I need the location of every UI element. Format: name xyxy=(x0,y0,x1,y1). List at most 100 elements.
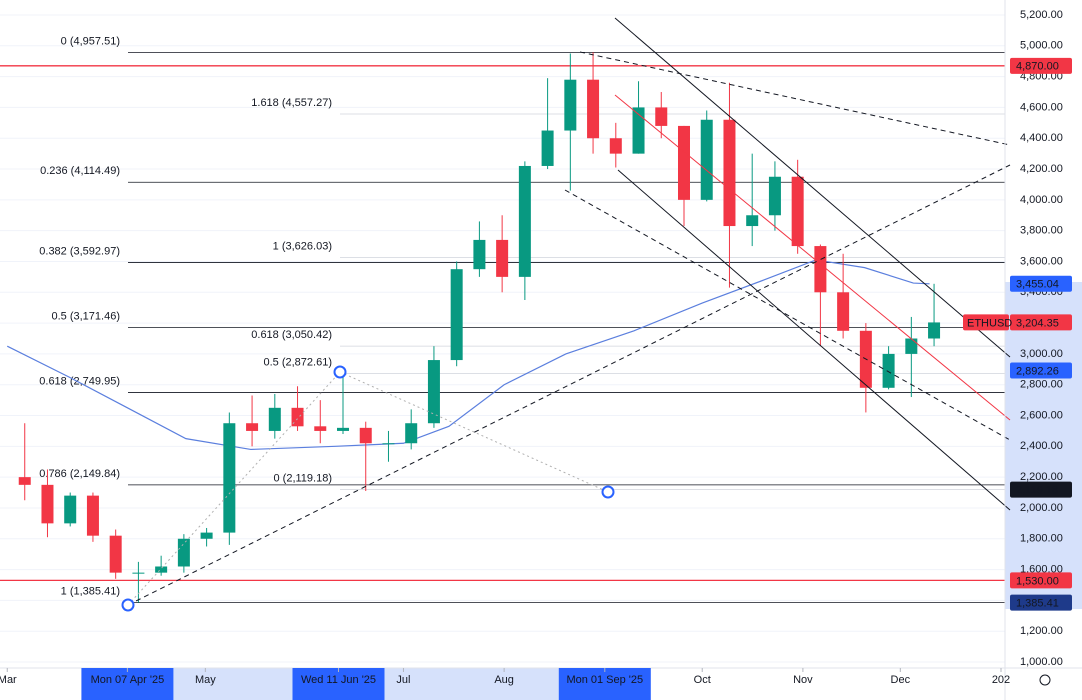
y-tick-label: 5,000.00 xyxy=(1020,40,1063,52)
y-tick-label: 4,000.00 xyxy=(1020,194,1063,206)
x-tick-label: Jul xyxy=(396,674,410,686)
candle-body xyxy=(609,138,622,154)
fib-level-label: 0.5 (3,171.46) xyxy=(52,310,121,322)
y-tick-label: 5,200.00 xyxy=(1020,9,1063,21)
candle-body xyxy=(132,572,145,574)
fib-extension-label: 1.618 (4,557.27) xyxy=(251,97,332,109)
candle-body xyxy=(155,566,168,573)
x-tick-label: 202 xyxy=(992,674,1010,686)
candle-body xyxy=(473,239,486,270)
candle-body xyxy=(837,292,850,331)
y-tick-label: 1,200.00 xyxy=(1020,625,1063,637)
price-tag xyxy=(1010,481,1072,498)
y-tick-label: 3,600.00 xyxy=(1020,255,1063,267)
anchor-point xyxy=(601,485,615,499)
candle-body xyxy=(791,176,804,247)
price-tag xyxy=(1010,275,1072,292)
y-tick-label: 3,000.00 xyxy=(1020,348,1063,360)
price-tag xyxy=(1010,57,1072,74)
x-tick-label: Dec xyxy=(891,674,911,686)
anchor-point xyxy=(333,365,347,379)
candle-body xyxy=(450,269,463,361)
candle-body xyxy=(723,119,736,227)
candle-body xyxy=(905,338,918,354)
fib-extension-label: 0 (2,119.18) xyxy=(273,472,332,484)
price-tag-label: 2,892.26 xyxy=(1016,365,1059,377)
candle-body xyxy=(177,538,190,567)
plot: 0 (4,957.51) 0.236 (4,114.49) 0.382 (3,592… xyxy=(0,14,1005,663)
candle-body xyxy=(768,176,781,216)
fib-level-label: 0.618 (2,749.95) xyxy=(39,375,120,387)
y-tick-label: 1,800.00 xyxy=(1020,533,1063,545)
candle-body xyxy=(405,423,418,444)
symbol-label: ETHUSD xyxy=(967,317,1012,329)
y-tick-label: 2,000.00 xyxy=(1020,502,1063,514)
candle-body xyxy=(564,79,577,131)
price-tag xyxy=(1010,572,1072,589)
channel-line xyxy=(614,17,1011,358)
candle-body xyxy=(677,125,690,200)
x-tick-label: Mar xyxy=(0,674,17,686)
y-tick-label: 3,800.00 xyxy=(1020,225,1063,237)
candle-body xyxy=(541,130,554,166)
candle-body xyxy=(928,322,941,339)
candle-body xyxy=(291,407,304,427)
candle-body xyxy=(109,535,122,573)
fib-level-label: 0.382 (3,592.97) xyxy=(39,245,120,257)
candle-body xyxy=(337,427,350,431)
candle-body xyxy=(223,423,236,533)
fib-level-label: 0.786 (2,149.84) xyxy=(39,468,120,480)
candle-body xyxy=(587,79,600,139)
drawings xyxy=(121,17,1011,612)
candle-body xyxy=(86,495,99,536)
price-tag xyxy=(1010,594,1072,611)
x-tick-highlight xyxy=(292,668,385,700)
y-tick-label: 1,000.00 xyxy=(1020,656,1063,668)
trend-line xyxy=(564,189,1011,441)
y-tick-label: 2,400.00 xyxy=(1020,440,1063,452)
price-tag xyxy=(1010,362,1072,379)
x-tick-label: Oct xyxy=(694,674,711,686)
candle-body xyxy=(200,532,213,539)
y-tick-label: 2,600.00 xyxy=(1020,409,1063,421)
settings-button[interactable] xyxy=(1039,674,1051,686)
channel-mid-line xyxy=(614,94,1011,421)
candle-body xyxy=(427,360,440,424)
fib-extension-label: 0.618 (3,050.42) xyxy=(251,329,332,341)
x-tick-highlight xyxy=(81,668,174,700)
x-tick-label: Mon 01 Sep '25 xyxy=(566,674,643,686)
candle-body xyxy=(700,119,713,200)
x-tick-label: Mon 07 Apr '25 xyxy=(91,674,165,686)
x-tick-label: Wed 11 Jun '25 xyxy=(301,674,376,686)
y-tick-label: 4,400.00 xyxy=(1020,132,1063,144)
x-tick-highlight xyxy=(558,668,651,700)
candle-body xyxy=(64,495,77,524)
axes: 1,000.001,200.001,400.001,600.001,800.00… xyxy=(0,9,1072,700)
candle-body xyxy=(382,443,395,445)
price-tag-label: 1,385.41 xyxy=(1016,598,1059,610)
settings-icon[interactable] xyxy=(1039,674,1051,686)
fib-extension-label: 1 (3,626.03) xyxy=(273,240,332,252)
price-tag-label: 1,530.00 xyxy=(1016,575,1059,587)
price-tag-label: 3,204.35 xyxy=(1016,317,1059,329)
candle-body xyxy=(814,246,827,293)
anchor-point xyxy=(121,598,135,612)
candle-body xyxy=(496,239,509,277)
trend-line xyxy=(127,164,1011,606)
price-tag-label: 4,870.00 xyxy=(1016,61,1059,73)
y-tick-label: 4,600.00 xyxy=(1020,101,1063,113)
candle-body xyxy=(746,215,759,227)
trend-line xyxy=(579,51,1011,146)
candle-body xyxy=(18,477,31,485)
fib-level-label: 0 (4,957.51) xyxy=(61,35,120,47)
price-tag-label: 2,119.18 xyxy=(1016,484,1058,496)
x-tick-label: Aug xyxy=(494,674,514,686)
y-tick-label: 4,200.00 xyxy=(1020,163,1063,175)
moving-average-line xyxy=(6,259,930,451)
candle-body xyxy=(314,426,327,431)
channel-line xyxy=(617,169,1011,511)
candle-body xyxy=(518,165,531,277)
symbol-tag xyxy=(963,314,1009,331)
